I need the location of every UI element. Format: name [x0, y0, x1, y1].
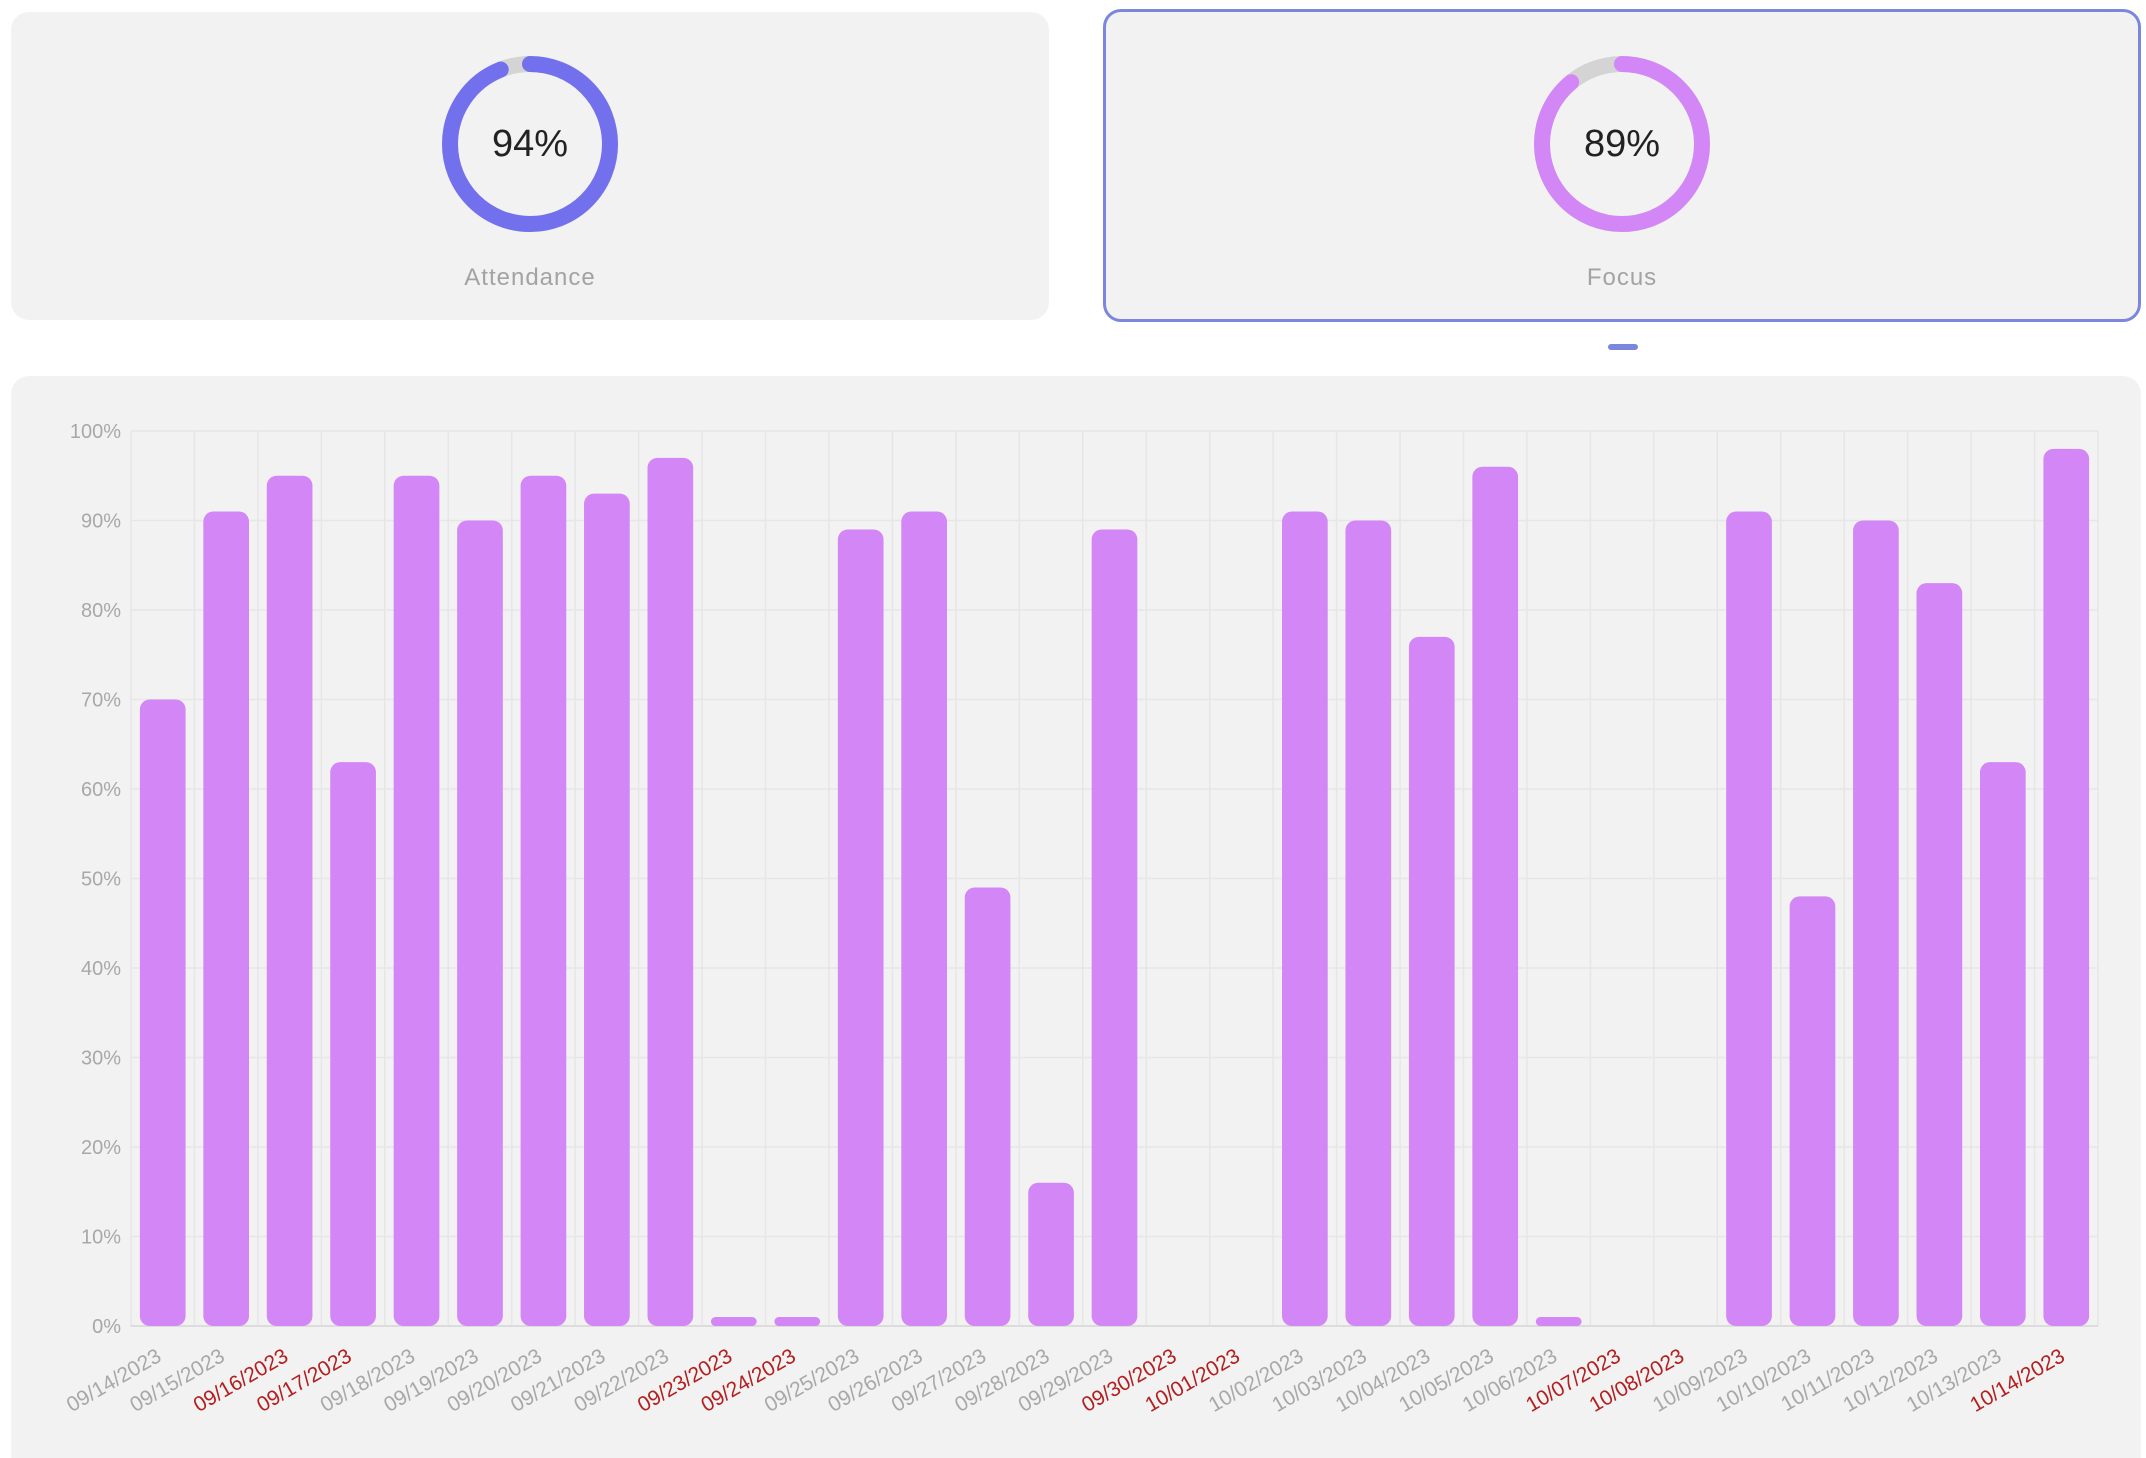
bar-10-11-2023[interactable]	[1853, 520, 1899, 1327]
y-tick-label: 50%	[81, 869, 121, 891]
bar-09-18-2023[interactable]	[393, 475, 440, 1326]
y-tick-label: 40%	[81, 958, 121, 980]
bar-10-05-2023[interactable]	[1472, 466, 1519, 1326]
focus-bar-chart: 0%10%20%30%40%50%60%70%80%90%100%09/14/2…	[63, 421, 2099, 1417]
pager-indicator	[1608, 344, 1638, 350]
attendance-card[interactable]: 94% Attendance	[11, 12, 1049, 320]
focus-card[interactable]: 89% Focus	[1103, 9, 2141, 322]
chart-card: 0% 10% 20% 30% 40% 50% 60% 70% 80% 90% 100% 09/14/2…	[11, 376, 2141, 1458]
bar-09-19-2023[interactable]	[457, 520, 503, 1327]
y-tick-label: 90%	[81, 511, 121, 533]
bar-09-28-2023[interactable]	[1028, 1182, 1074, 1326]
y-tick-label: 30%	[81, 1048, 121, 1070]
y-tick-label: 70%	[81, 690, 121, 712]
focus-ring-graphic	[1534, 56, 1710, 232]
attendance-label: Attendance	[464, 264, 596, 291]
bar-09-25-2023[interactable]	[837, 529, 884, 1326]
bar-10-14-2023[interactable]	[2043, 448, 2090, 1326]
bar-10-12-2023[interactable]	[1916, 583, 1963, 1326]
attendance-ring-graphic	[442, 56, 618, 232]
focus-value: 89%	[1583, 123, 1661, 165]
bar-09-24-2023[interactable]	[774, 1317, 821, 1326]
focus-label: Focus	[1586, 264, 1658, 291]
bar-10-10-2023[interactable]	[1789, 896, 1836, 1326]
focus-ring-progress	[1534, 56, 1710, 232]
y-tick-label: 0%	[92, 1316, 121, 1338]
attendance-ring-progress	[442, 56, 618, 232]
attendance-value: 94%	[491, 123, 569, 165]
bar-10-06-2023[interactable]	[1535, 1317, 1582, 1326]
bar-10-09-2023[interactable]	[1726, 511, 1772, 1326]
bar-09-26-2023[interactable]	[901, 511, 947, 1326]
bar-09-15-2023[interactable]	[203, 511, 250, 1326]
focus-ring: 89%	[1528, 50, 1716, 238]
bar-09-29-2023[interactable]	[1091, 529, 1138, 1326]
bar-10-13-2023[interactable]	[1979, 762, 2026, 1326]
bar-09-21-2023[interactable]	[584, 493, 630, 1326]
bar-09-17-2023[interactable]	[330, 762, 376, 1326]
y-tick-label: 10%	[81, 1227, 121, 1249]
bar-09-20-2023[interactable]	[520, 475, 567, 1326]
bar-09-23-2023[interactable]	[710, 1317, 757, 1326]
y-tick-label: 60%	[81, 779, 121, 801]
bar-10-02-2023[interactable]	[1282, 511, 1328, 1326]
bar-10-04-2023[interactable]	[1408, 636, 1455, 1326]
attendance-ring: 94%	[436, 50, 624, 238]
bar-09-16-2023[interactable]	[266, 475, 313, 1326]
bar-09-27-2023[interactable]	[964, 887, 1011, 1326]
bar-09-14-2023[interactable]	[139, 699, 186, 1327]
y-tick-label: 100%	[70, 421, 121, 443]
y-tick-label: 80%	[81, 600, 121, 622]
bar-09-22-2023[interactable]	[647, 457, 694, 1327]
bar-10-03-2023[interactable]	[1345, 520, 1392, 1327]
y-tick-label: 20%	[81, 1137, 121, 1159]
